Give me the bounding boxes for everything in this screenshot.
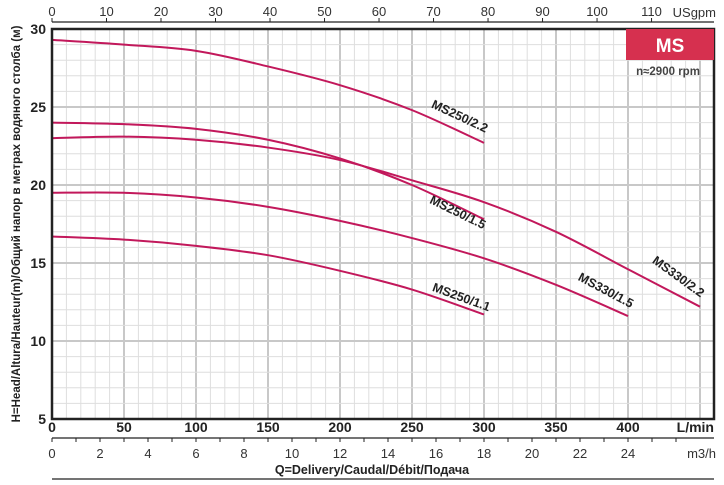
x-m3h-unit-label: m3/h bbox=[687, 446, 716, 461]
x-tick-label: 200 bbox=[328, 419, 352, 435]
m3h-tick-label: 10 bbox=[285, 446, 299, 461]
badge-speed: n≈2900 rpm bbox=[636, 66, 700, 78]
x-unit-label: L/min bbox=[677, 419, 714, 435]
y-tick-label: 30 bbox=[30, 21, 46, 37]
m3h-tick-label: 22 bbox=[573, 446, 587, 461]
curve-ms250-1-1 bbox=[51, 235, 485, 316]
series-label: MS250/1.1 bbox=[431, 280, 493, 314]
badge-title: MS bbox=[656, 36, 685, 57]
x-tick-label: 150 bbox=[256, 419, 280, 435]
m3h-tick-label: 14 bbox=[381, 446, 395, 461]
top-tick-label: 50 bbox=[317, 4, 331, 19]
top-tick-label: 0 bbox=[48, 4, 55, 19]
x-tick-label: 400 bbox=[616, 419, 640, 435]
plot-frame bbox=[50, 27, 716, 421]
m3h-tick-label: 4 bbox=[144, 446, 151, 461]
x-tick-label: 350 bbox=[544, 419, 568, 435]
m3h-tick-label: 18 bbox=[477, 446, 491, 461]
m3h-tick-label: 24 bbox=[621, 446, 635, 461]
curves bbox=[51, 38, 701, 317]
top-tick-label: 40 bbox=[263, 4, 277, 19]
top-tick-label: 90 bbox=[535, 4, 549, 19]
x-axis-label: Q=Delivery/Caudal/Débit/Подача bbox=[275, 463, 470, 477]
m3h-tick-label: 2 bbox=[96, 446, 103, 461]
y-tick-label: 10 bbox=[30, 333, 46, 349]
x-tick-label: 300 bbox=[472, 419, 496, 435]
model-badge: MS n≈2900 rpm bbox=[626, 29, 714, 78]
x-tick-label: 50 bbox=[116, 419, 132, 435]
m3h-tick-label: 0 bbox=[48, 446, 55, 461]
y-tick-label: 20 bbox=[30, 177, 46, 193]
y-tick-label: 5 bbox=[38, 411, 46, 427]
top-tick-label: 20 bbox=[154, 4, 168, 19]
grid bbox=[52, 29, 714, 419]
top-tick-label: 30 bbox=[208, 4, 222, 19]
m3h-tick-label: 20 bbox=[525, 446, 539, 461]
curve-ms330-1-5 bbox=[51, 191, 629, 317]
top-tick-label: 70 bbox=[426, 4, 440, 19]
x-tick-label: 250 bbox=[400, 419, 424, 435]
x-top-unit-label: USgpm bbox=[673, 5, 716, 20]
top-tick-label: 110 bbox=[641, 4, 662, 19]
badge-background bbox=[626, 29, 714, 60]
curve-ms250-2-2 bbox=[51, 38, 485, 144]
series-label: MS250/2.2 bbox=[429, 97, 490, 135]
series-label: MS250/1.5 bbox=[428, 193, 489, 232]
m3h-tick-label: 8 bbox=[240, 446, 247, 461]
m3h-tick-label: 16 bbox=[429, 446, 443, 461]
series-label: MS330/2.2 bbox=[650, 253, 707, 300]
top-tick-label: 60 bbox=[372, 4, 386, 19]
x-tick-label: 0 bbox=[48, 419, 56, 435]
top-tick-label: 80 bbox=[481, 4, 495, 19]
curve-ms330-2-2 bbox=[51, 135, 701, 308]
x-tick-label: 100 bbox=[184, 419, 208, 435]
m3h-tick-label: 6 bbox=[192, 446, 199, 461]
y-axis-label: H=Head/Altura/Hauteur(m)/Общий напор в м… bbox=[11, 25, 23, 422]
top-tick-label: 10 bbox=[99, 4, 113, 19]
m3h-tick-label: 12 bbox=[333, 446, 347, 461]
top-tick-label: 100 bbox=[586, 4, 608, 19]
curve-ms250-1-5 bbox=[51, 121, 485, 221]
y-tick-label: 25 bbox=[30, 99, 46, 115]
y-tick-label: 15 bbox=[30, 255, 46, 271]
